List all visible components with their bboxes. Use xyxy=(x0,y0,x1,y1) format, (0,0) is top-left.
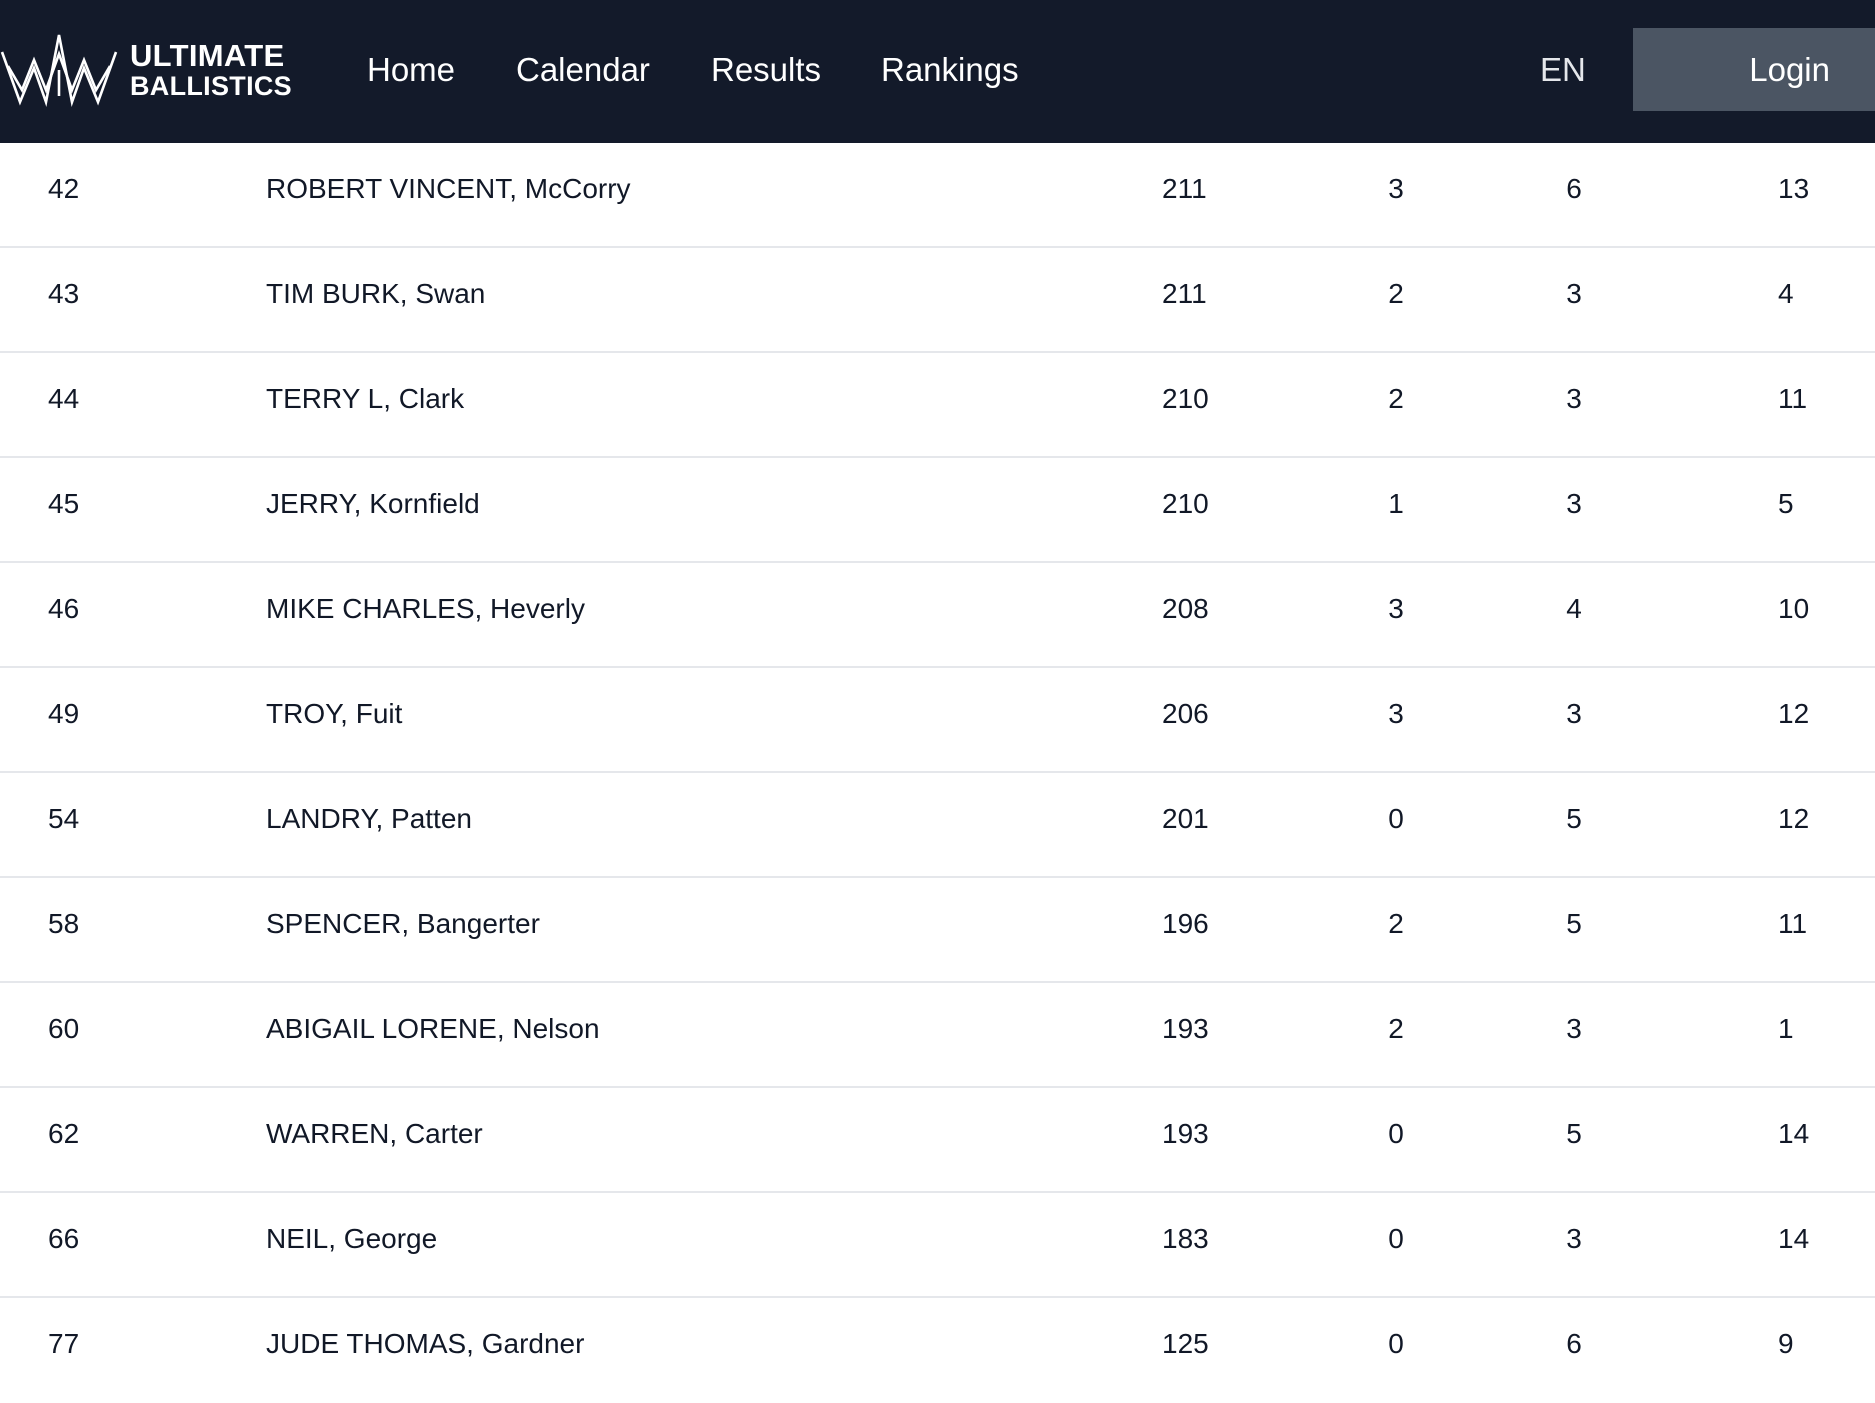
stat-c-cell: 12 xyxy=(1778,803,1810,834)
crown-logo-icon xyxy=(0,34,118,107)
brand-line-2: BALLISTICS xyxy=(130,71,292,102)
stat-a-cell: 0 xyxy=(1388,1223,1404,1254)
stat-b-cell: 3 xyxy=(1566,1223,1582,1254)
shooter-name-cell: JUDE THOMAS, Gardner xyxy=(266,1328,585,1359)
rank-cell: 58 xyxy=(48,908,80,939)
stat-a-cell: 1 xyxy=(1388,488,1404,519)
stat-c-cell: 11 xyxy=(1778,383,1808,414)
rank-cell: 66 xyxy=(48,1223,80,1254)
stat-c-cell: 1 xyxy=(1778,1013,1794,1044)
table-row[interactable]: 46 MIKE CHARLES, Heverly 208 3 4 10 xyxy=(0,563,1875,668)
rank-cell: 62 xyxy=(48,1118,80,1149)
table-row[interactable]: 58 SPENCER, Bangerter 196 2 5 11 xyxy=(0,878,1875,983)
score-cell: 208 xyxy=(1162,593,1209,624)
stat-a-cell: 2 xyxy=(1388,1013,1404,1044)
score-cell: 211 xyxy=(1162,173,1207,204)
stat-c-cell: 12 xyxy=(1778,698,1810,729)
score-cell: 206 xyxy=(1162,698,1209,729)
shooter-name-cell: ROBERT VINCENT, McCorry xyxy=(266,173,631,204)
stat-a-cell: 0 xyxy=(1388,1328,1404,1359)
shooter-name-cell: TERRY L, Clark xyxy=(266,383,465,414)
shooter-name-cell: SPENCER, Bangerter xyxy=(266,908,540,939)
nav-calendar[interactable]: Calendar xyxy=(516,51,650,88)
shooter-name-cell: NEIL, George xyxy=(266,1223,438,1254)
stat-a-cell: 2 xyxy=(1388,278,1404,309)
stat-c-cell: 14 xyxy=(1778,1223,1810,1254)
rank-cell: 60 xyxy=(48,1013,80,1044)
stat-b-cell: 4 xyxy=(1566,593,1582,624)
rank-cell: 46 xyxy=(48,593,80,624)
stat-b-cell: 3 xyxy=(1566,1013,1582,1044)
rank-cell: 43 xyxy=(48,278,80,309)
stat-c-cell: 4 xyxy=(1778,278,1794,309)
shooter-name-cell: TROY, Fuit xyxy=(266,698,403,729)
table-row[interactable]: 42 ROBERT VINCENT, McCorry 211 3 6 13 xyxy=(0,143,1875,248)
stat-c-cell: 14 xyxy=(1778,1118,1810,1149)
nav-rankings[interactable]: Rankings xyxy=(881,51,1019,88)
stat-a-cell: 3 xyxy=(1388,698,1404,729)
stat-a-cell: 0 xyxy=(1388,803,1404,834)
stat-b-cell: 3 xyxy=(1566,278,1582,309)
rankings-table: 42 ROBERT VINCENT, McCorry 211 3 6 13 43 TIM BU… xyxy=(0,143,1875,1403)
stat-c-cell: 13 xyxy=(1778,173,1810,204)
stat-b-cell: 3 xyxy=(1566,488,1582,519)
brand-name: ULTIMATE BALLISTICS xyxy=(130,37,292,102)
nav-results[interactable]: Results xyxy=(711,51,822,88)
table-row[interactable]: 62 WARREN, Carter 193 0 5 14 xyxy=(0,1088,1875,1193)
shooter-name-cell: TIM BURK, Swan xyxy=(266,278,486,309)
score-cell: 193 xyxy=(1162,1118,1209,1149)
score-cell: 193 xyxy=(1162,1013,1209,1044)
shooter-name-cell: LANDRY, Patten xyxy=(266,803,472,834)
login-button[interactable]: Login xyxy=(1633,28,1875,111)
rank-cell: 49 xyxy=(48,698,80,729)
stat-a-cell: 3 xyxy=(1388,593,1404,624)
stat-a-cell: 0 xyxy=(1388,1118,1404,1149)
score-cell: 211 xyxy=(1162,278,1207,309)
stat-a-cell: 2 xyxy=(1388,383,1404,414)
table-row[interactable]: 45 JERRY, Kornfield 210 1 3 5 xyxy=(0,458,1875,563)
score-cell: 210 xyxy=(1162,488,1209,519)
shooter-name-cell: MIKE CHARLES, Heverly xyxy=(266,593,585,624)
table-row[interactable]: 49 TROY, Fuit 206 3 3 12 xyxy=(0,668,1875,773)
stat-b-cell: 5 xyxy=(1566,1118,1582,1149)
brand-line-1: ULTIMATE xyxy=(130,37,285,73)
stat-c-cell: 5 xyxy=(1778,488,1794,519)
stat-c-cell: 10 xyxy=(1778,593,1810,624)
table-row[interactable]: 54 LANDRY, Patten 201 0 5 12 xyxy=(0,773,1875,878)
top-navbar: ULTIMATE BALLISTICS Home Calendar Result… xyxy=(0,0,1875,143)
nav-home[interactable]: Home xyxy=(367,51,456,88)
rank-cell: 42 xyxy=(48,173,80,204)
stat-b-cell: 5 xyxy=(1566,803,1582,834)
stat-b-cell: 3 xyxy=(1566,698,1582,729)
rank-cell: 44 xyxy=(48,383,80,414)
stat-b-cell: 5 xyxy=(1566,908,1582,939)
stat-a-cell: 3 xyxy=(1388,173,1404,204)
rank-cell: 77 xyxy=(48,1328,80,1359)
table-row[interactable]: 60 ABIGAIL LORENE, Nelson 193 2 3 1 xyxy=(0,983,1875,1088)
score-cell: 210 xyxy=(1162,383,1209,414)
stat-b-cell: 6 xyxy=(1566,173,1582,204)
table-row[interactable]: 77 JUDE THOMAS, Gardner 125 0 6 9 xyxy=(0,1298,1875,1403)
stat-c-cell: 11 xyxy=(1778,908,1808,939)
stat-c-cell: 9 xyxy=(1778,1328,1794,1359)
language-selector[interactable]: EN xyxy=(1540,51,1586,88)
rank-cell: 45 xyxy=(48,488,80,519)
shooter-name-cell: ABIGAIL LORENE, Nelson xyxy=(266,1013,600,1044)
table-row[interactable]: 44 TERRY L, Clark 210 2 3 11 xyxy=(0,353,1875,458)
stat-a-cell: 2 xyxy=(1388,908,1404,939)
stat-b-cell: 3 xyxy=(1566,383,1582,414)
shooter-name-cell: WARREN, Carter xyxy=(266,1118,483,1149)
shooter-name-cell: JERRY, Kornfield xyxy=(266,488,480,519)
brand-logo[interactable]: ULTIMATE BALLISTICS xyxy=(0,30,292,110)
rank-cell: 54 xyxy=(48,803,80,834)
score-cell: 196 xyxy=(1162,908,1209,939)
table-row[interactable]: 66 NEIL, George 183 0 3 14 xyxy=(0,1193,1875,1298)
score-cell: 125 xyxy=(1162,1328,1209,1359)
score-cell: 183 xyxy=(1162,1223,1209,1254)
score-cell: 201 xyxy=(1162,803,1209,834)
stat-b-cell: 6 xyxy=(1566,1328,1582,1359)
table-row[interactable]: 43 TIM BURK, Swan 211 2 3 4 xyxy=(0,248,1875,353)
